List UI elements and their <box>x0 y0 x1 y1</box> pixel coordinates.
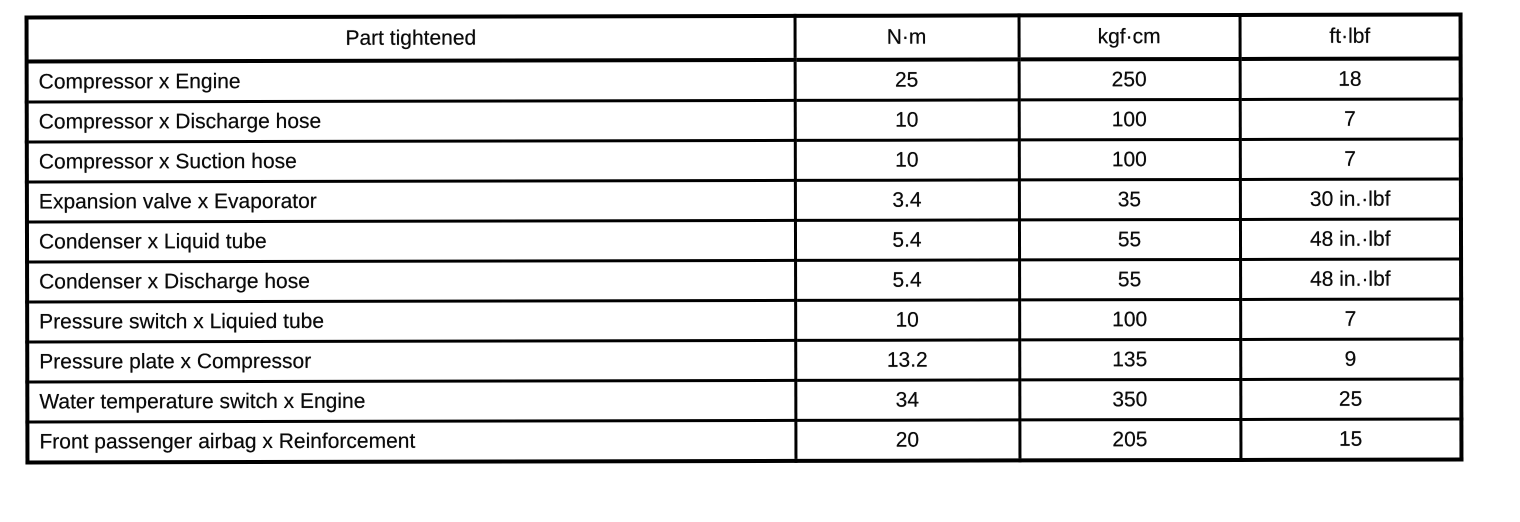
table-row: Expansion valve x Evaporator 3.4 35 30 i… <box>26 178 1461 223</box>
cell-kgfcm: 100 <box>1018 99 1240 140</box>
cell-nm: 13.2 <box>795 339 1020 381</box>
cell-kgfcm: 55 <box>1018 219 1241 260</box>
cell-part: Water temperature switch x Engine <box>27 380 796 423</box>
cell-ftlbf: 18 <box>1239 58 1461 100</box>
cell-kgfcm: 100 <box>1018 139 1240 180</box>
cell-part: Pressure switch x Liquied tube <box>27 300 796 343</box>
cell-ftlbf: 15 <box>1240 418 1462 460</box>
cell-kgfcm: 205 <box>1019 419 1241 461</box>
cell-nm: 10 <box>795 299 1020 341</box>
table-header-row: Part tightened N·m kgf·cm ft·lbf <box>26 14 1461 62</box>
cell-part: Compressor x Engine <box>26 59 795 103</box>
cell-nm: 20 <box>795 419 1020 461</box>
cell-nm: 10 <box>794 139 1019 181</box>
table-row: Compressor x Discharge hose 10 100 7 <box>26 98 1461 143</box>
cell-part: Pressure plate x Compressor <box>27 340 796 383</box>
cell-kgfcm: 350 <box>1019 379 1241 420</box>
table-row: Water temperature switch x Engine 34 350… <box>27 378 1462 423</box>
table-row: Pressure plate x Compressor 13.2 135 9 <box>27 338 1462 383</box>
cell-part: Compressor x Suction hose <box>26 140 795 183</box>
cell-nm: 25 <box>794 59 1019 101</box>
cell-ftlbf: 7 <box>1240 298 1462 340</box>
cell-ftlbf: 7 <box>1239 138 1461 180</box>
table-row: Pressure switch x Liquied tube 10 100 7 <box>27 298 1462 343</box>
table-row: Compressor x Engine 25 250 18 <box>26 58 1461 103</box>
torque-spec-table: Part tightened N·m kgf·cm ft·lbf Compres… <box>24 12 1464 465</box>
cell-ftlbf: 7 <box>1239 98 1461 140</box>
table-row: Condenser x Liquid tube 5.4 55 48 in.·lb… <box>26 218 1462 263</box>
cell-kgfcm: 135 <box>1019 339 1241 380</box>
cell-ftlbf: 25 <box>1240 378 1462 420</box>
cell-part: Compressor x Discharge hose <box>26 100 795 143</box>
col-header-nm: N·m <box>794 15 1019 60</box>
cell-part: Condenser x Discharge hose <box>27 260 796 303</box>
cell-kgfcm: 35 <box>1018 179 1240 220</box>
cell-ftlbf: 48 in.·lbf <box>1240 258 1462 300</box>
col-header-part-tightened: Part tightened <box>26 15 795 62</box>
cell-kgfcm: 250 <box>1018 58 1240 100</box>
cell-nm: 5.4 <box>794 219 1020 261</box>
table-row: Compressor x Suction hose 10 100 7 <box>26 138 1461 183</box>
cell-kgfcm: 55 <box>1019 259 1241 300</box>
table-row: Front passenger airbag x Reinforcement 2… <box>27 418 1462 463</box>
cell-nm: 5.4 <box>795 259 1020 301</box>
cell-part: Condenser x Liquid tube <box>26 220 796 263</box>
cell-nm: 10 <box>794 99 1019 141</box>
cell-part: Expansion valve x Evaporator <box>26 180 795 223</box>
col-header-kgfcm: kgf·cm <box>1018 14 1240 60</box>
table-row: Condenser x Discharge hose 5.4 55 48 in.… <box>27 258 1462 303</box>
col-header-ftlbf: ft·lbf <box>1239 14 1461 59</box>
cell-nm: 3.4 <box>794 179 1019 221</box>
cell-kgfcm: 100 <box>1019 299 1241 340</box>
cell-ftlbf: 48 in.·lbf <box>1239 218 1462 260</box>
cell-ftlbf: 30 in.·lbf <box>1239 178 1461 220</box>
cell-part: Front passenger airbag x Reinforcement <box>27 420 796 463</box>
cell-nm: 34 <box>795 379 1020 421</box>
cell-ftlbf: 9 <box>1240 338 1462 380</box>
